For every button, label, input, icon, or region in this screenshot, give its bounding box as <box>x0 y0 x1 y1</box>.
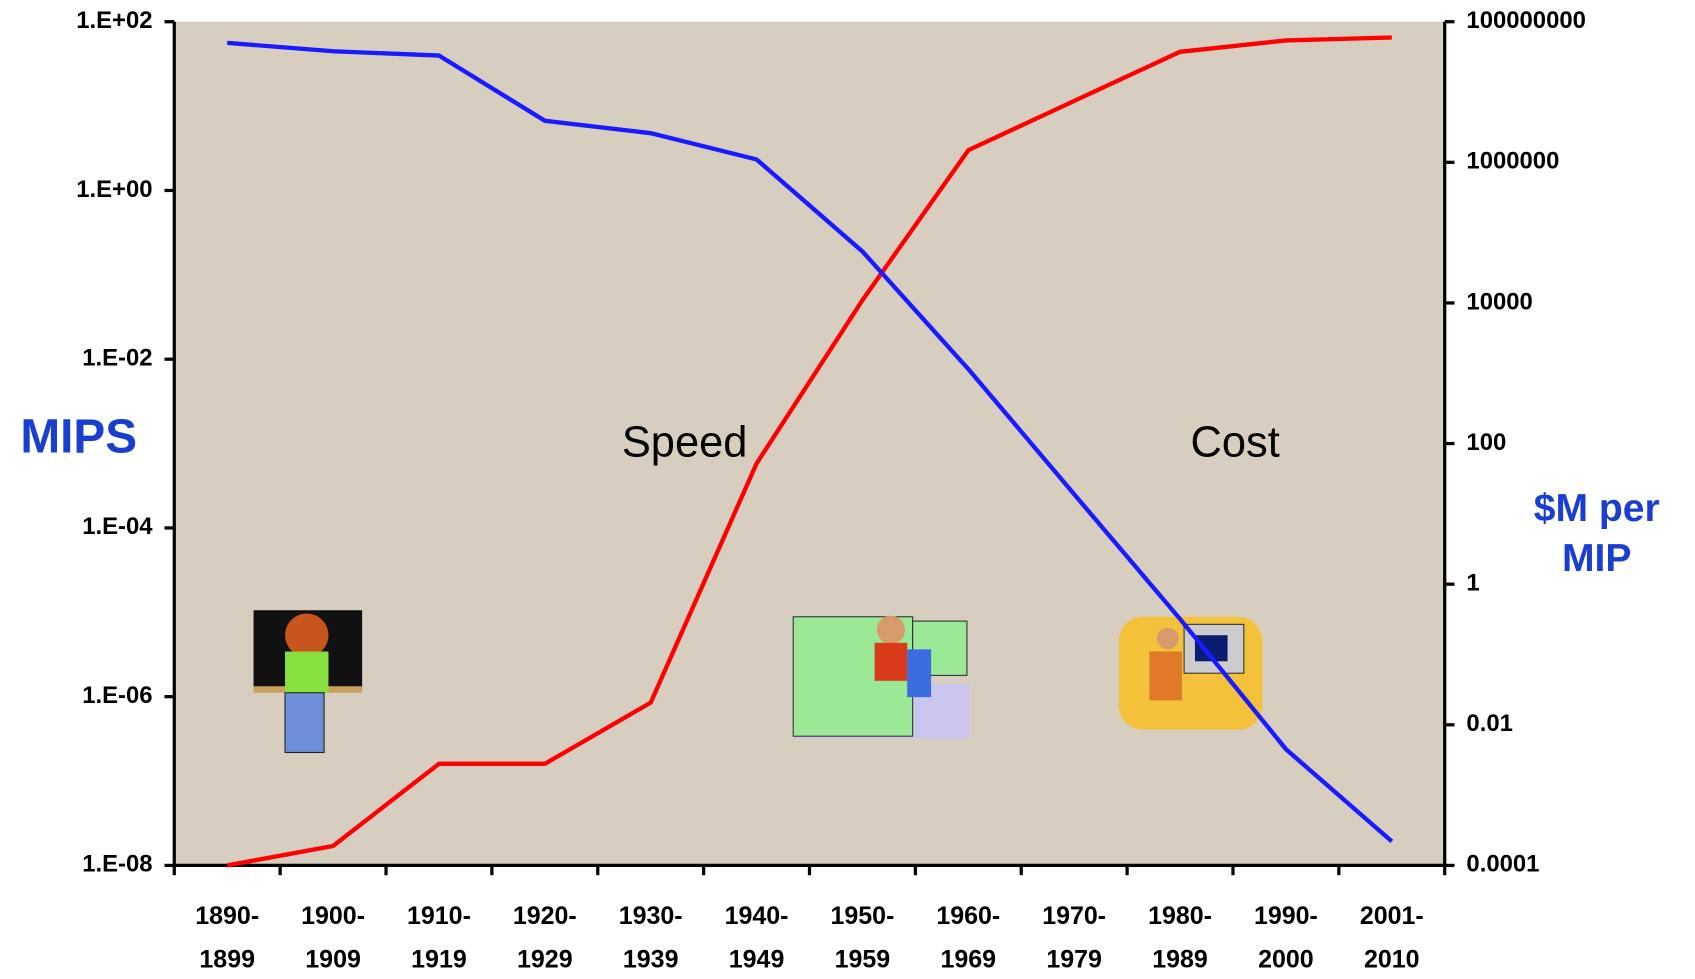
y2-tick-label: 0.01 <box>1466 710 1512 737</box>
x-tick-label: 1990- 2000 <box>1253 901 1318 973</box>
x-tick-label-box: 1940- 1949 <box>724 901 789 973</box>
x-tick-label: 1920- 1929 <box>512 901 577 973</box>
x-tick-label: 1960- 1969 <box>936 901 1001 973</box>
y-tick-label: 1.E+02 <box>76 7 152 34</box>
y-tick-label: 1.E-02 <box>82 345 152 372</box>
x-tick-label: 1950- 1959 <box>830 901 895 973</box>
y2-axis-label-box: $M per MIP <box>1533 485 1660 580</box>
y2-axis-label: $M per MIP <box>1533 485 1660 580</box>
clipart-computer-user <box>1118 616 1263 730</box>
y-tick-label: 1.E-08 <box>82 851 152 878</box>
x-tick-label-box: 1980- 1989 <box>1148 901 1212 973</box>
x-tick-label: 1930- 1939 <box>618 901 683 973</box>
x-tick-label-box: 1890- 1899 <box>195 901 260 973</box>
x-tick-label: 2001- 2010 <box>1359 901 1424 973</box>
y2-tick-label: 100000000 <box>1466 7 1586 34</box>
y2-tick-label: 100 <box>1466 429 1506 456</box>
x-tick-label-box: 1950- 1959 <box>830 901 895 973</box>
x-tick-label: 1970- 1979 <box>1042 901 1107 973</box>
x-tick-label-box: 1970- 1979 <box>1042 901 1107 973</box>
x-tick-label-box: 1900- 1909 <box>301 901 366 973</box>
x-tick-label-box: 1920- 1929 <box>512 901 577 973</box>
y2-tick-label: 10000 <box>1466 288 1532 315</box>
x-tick-label-box: 1960- 1969 <box>936 901 1001 973</box>
x-tick-label: 1910- 1919 <box>407 901 471 973</box>
y-tick-label: 1.E-04 <box>82 513 153 540</box>
y2-tick-label: 1000000 <box>1466 148 1559 175</box>
x-tick-label: 1890- 1899 <box>195 901 260 973</box>
y2-tick-label: 0.0001 <box>1466 851 1539 878</box>
y-tick-label: 1.E-06 <box>82 682 152 709</box>
clipart-teacher <box>253 610 363 754</box>
y-tick-label: 1.E+00 <box>76 176 152 203</box>
x-tick-label: 1900- 1909 <box>301 901 366 973</box>
clipart-operator <box>792 615 970 739</box>
x-tick-label-box: 1990- 2000 <box>1253 901 1318 973</box>
series-line <box>227 40 1394 843</box>
series-annotation: Cost <box>1190 419 1279 467</box>
series-line <box>226 35 1392 868</box>
x-tick-label-box: 2001- 2010 <box>1359 901 1424 973</box>
y-axis-label: MIPS <box>20 410 137 463</box>
x-tick-label-box: 1930- 1939 <box>618 901 683 973</box>
y2-tick-label: 1 <box>1466 569 1479 596</box>
x-tick-label: 1940- 1949 <box>724 901 789 973</box>
series-annotation: Speed <box>622 419 748 467</box>
x-tick-label-box: 1910- 1919 <box>407 901 471 973</box>
x-tick-label: 1980- 1989 <box>1148 901 1212 973</box>
